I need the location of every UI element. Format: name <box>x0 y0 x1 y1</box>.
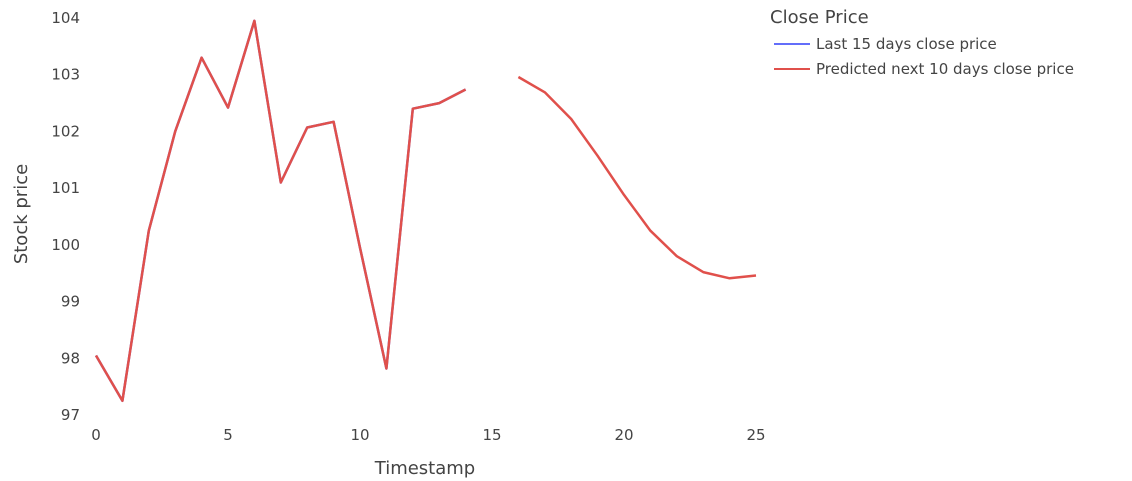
legend-title: Close Price <box>770 7 869 28</box>
x-tick-label: 25 <box>746 426 765 444</box>
x-axis-ticks: 0 5 10 15 20 25 <box>91 426 765 444</box>
y-tick-label: 100 <box>51 236 80 254</box>
legend[interactable]: Close Price Last 15 days close price Pred… <box>770 7 1074 78</box>
y-tick-label: 101 <box>51 179 80 197</box>
series-line-1[interactable] <box>94 19 757 403</box>
legend-item-1[interactable]: Predicted next 10 days close price <box>774 60 1074 78</box>
series-line-0[interactable] <box>94 19 467 403</box>
plot-area <box>94 19 757 403</box>
legend-label: Last 15 days close price <box>816 35 997 53</box>
y-tick-label: 104 <box>51 9 80 27</box>
x-tick-label: 0 <box>91 426 101 444</box>
legend-item-0[interactable]: Last 15 days close price <box>774 35 997 53</box>
y-tick-label: 99 <box>61 293 80 311</box>
x-tick-label: 15 <box>482 426 501 444</box>
x-tick-label: 20 <box>614 426 633 444</box>
legend-items[interactable]: Last 15 days close price Predicted next 1… <box>774 35 1074 78</box>
y-axis-title: Stock price <box>11 164 32 264</box>
y-axis-ticks: 97 98 99 100 101 102 103 104 <box>51 9 80 424</box>
x-axis-title: Timestamp <box>374 458 475 479</box>
y-tick-label: 102 <box>51 122 80 140</box>
y-tick-label: 103 <box>51 66 80 84</box>
x-tick-label: 10 <box>350 426 369 444</box>
x-tick-label: 5 <box>223 426 233 444</box>
y-tick-label: 98 <box>61 349 80 367</box>
legend-label: Predicted next 10 days close price <box>816 60 1074 78</box>
y-tick-label: 97 <box>61 406 80 424</box>
